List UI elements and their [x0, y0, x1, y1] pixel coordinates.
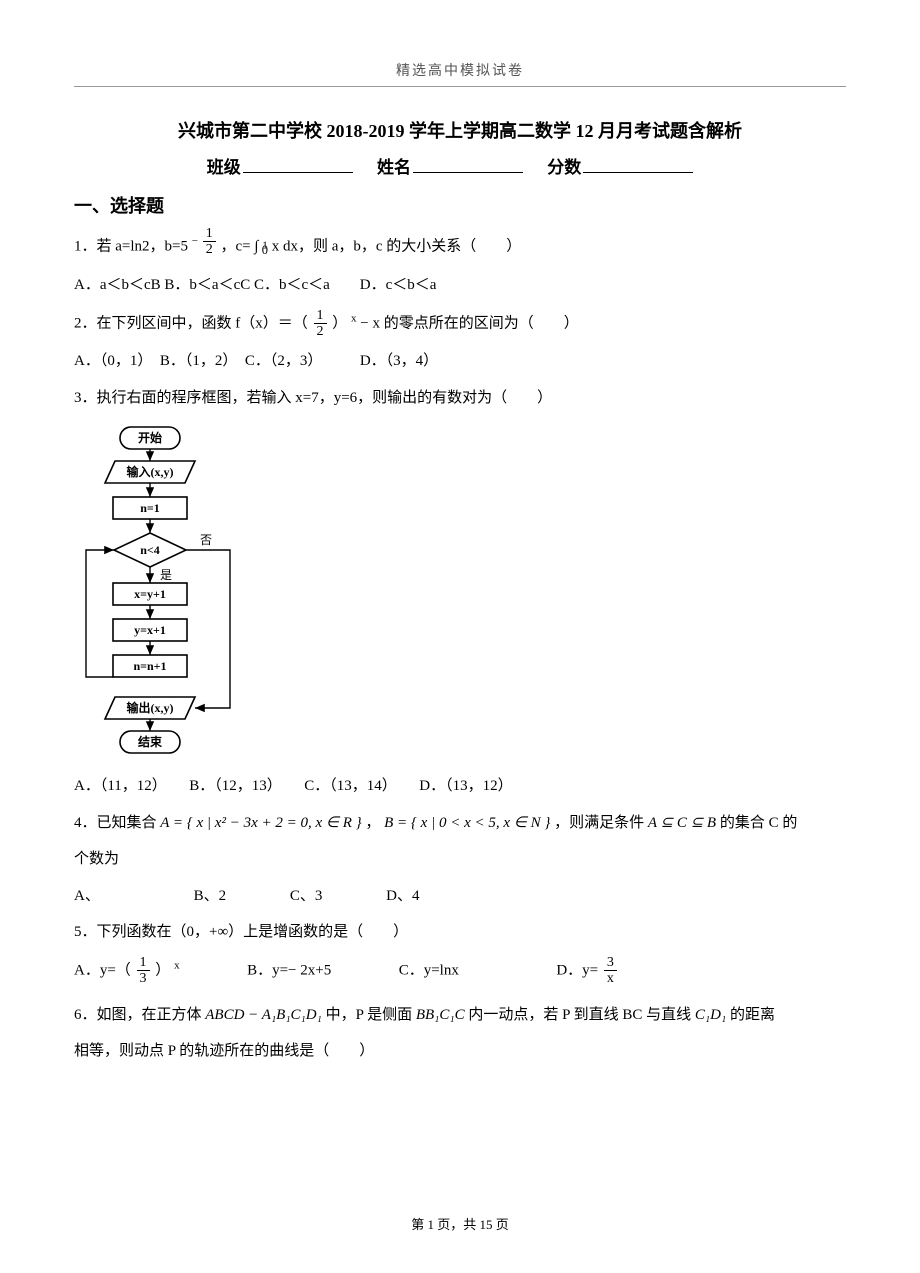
q2-stem-c: − x 的零点所在的区间为（ ） — [360, 315, 578, 331]
question-3: 3．执行右面的程序框图，若输入 x=7，y=6，则输出的有数对为（ ） — [74, 384, 846, 413]
q5-optD-frac: 3 x — [604, 955, 617, 987]
q5-optA-den: 3 — [137, 971, 150, 986]
q6-cube: ABCD − A₁B₁C₁D₁ — [205, 1007, 322, 1023]
flowchart: 开始输入(x,y) n=1 n<4 x=y+1 y=x+1 n=n+1 输出(x,y) 结束 否… — [74, 422, 846, 762]
q5-optA-frac: 1 3 — [137, 955, 150, 987]
q5-optD-num: 3 — [604, 955, 617, 971]
question-1: 1．若 a=ln2，b=5 − 1 2 ，c= ∫ 1 0 x dx，则 a，b，… — [74, 226, 846, 263]
q6-line2: 相等，则动点 P 的轨迹所在的曲线是（ ） — [74, 1037, 846, 1066]
svg-text:输出(x,y): 输出(x,y) — [127, 700, 174, 715]
form-line: 班级 姓名 分数 — [74, 153, 846, 178]
q2-frac-den: 2 — [314, 324, 327, 339]
question-2: 2．在下列区间中，函数 f（x）＝（ 1 2 ） x − x 的零点所在的区间为… — [74, 308, 846, 340]
svg-text:y=x+1: y=x+1 — [134, 623, 166, 637]
q5-options: A．y=（ 1 3 ） x B．y=− 2x+5 C．y=lnx D．y= 3 … — [74, 955, 846, 987]
svg-text:n=1: n=1 — [140, 501, 160, 515]
page-footer: 第 1 页，共 15 页 — [0, 1214, 920, 1233]
q6-stem-a: 6．如图，在正方体 — [74, 1007, 205, 1023]
score-blank — [583, 157, 693, 173]
svg-text:x=y+1: x=y+1 — [134, 587, 166, 601]
svg-text:输入(x,y): 输入(x,y) — [127, 464, 174, 479]
q2-frac: 1 2 — [314, 308, 327, 340]
q1-int-low: 0 — [262, 243, 268, 257]
q4-optC: C、3 — [290, 888, 323, 904]
section-1-title: 一、选择题 — [74, 192, 846, 218]
q4-stem-c: ，则满足条件 — [554, 815, 648, 831]
q1-options: A．a＜b＜cB B．b＜a＜cC C．b＜c＜a D．c＜b＜a — [74, 271, 846, 300]
q1-stem-a: 1．若 a=ln2，b=5 — [74, 238, 188, 254]
q6-stem-d: 的距离 — [730, 1007, 775, 1023]
q3-options: A．（11，12） B．（12，13） C．（13，14） D．（13，12） — [74, 772, 846, 801]
q6-stem-b: 中，P 是侧面 — [326, 1007, 416, 1023]
svg-text:结束: 结束 — [138, 734, 163, 749]
class-blank — [243, 157, 353, 173]
q5-optA-exp: x — [174, 959, 180, 971]
q4-optD: D、4 — [386, 888, 419, 904]
svg-text:是: 是 — [160, 568, 172, 582]
q4-stem-a: 4．已知集合 — [74, 815, 160, 831]
q1-exp-num: 1 — [203, 226, 216, 242]
svg-text:开始: 开始 — [138, 430, 162, 445]
q1-stem-c: x dx，则 a，b，c 的大小关系（ ） — [272, 238, 522, 254]
question-6: 6．如图，在正方体 ABCD − A₁B₁C₁D₁ 中，P 是侧面 BB₁C₁C… — [74, 1001, 846, 1030]
q4-stem-b: ， — [365, 815, 380, 831]
q5-optA-b: ） — [155, 962, 170, 978]
q2-exp: x — [351, 312, 357, 324]
q4-cond: A ⊆ C ⊆ B — [648, 815, 716, 831]
q2-stem-a: 2．在下列区间中，函数 f（x）＝（ — [74, 315, 308, 331]
q2-frac-num: 1 — [314, 308, 327, 324]
question-4: 4．已知集合 A = { x | x² − 3x + 2 = 0, x ∈ R … — [74, 809, 846, 838]
name-blank — [413, 157, 523, 173]
q4-optA: A、 — [74, 888, 100, 904]
q2-options: A．（0，1） B．（1，2） C．（2，3） D．（3，4） — [74, 347, 846, 376]
q1-exp-frac: 1 2 — [203, 226, 216, 258]
q5-optD-den: x — [604, 971, 617, 986]
q4-options: A、 B、2 C、3 D、4 — [74, 882, 846, 911]
question-5: 5．下列函数在（0，+∞）上是增函数的是（ ） — [74, 918, 846, 947]
q4-stem-d: 的集合 C 的 — [720, 815, 798, 831]
name-label: 姓名 — [377, 158, 411, 177]
q5-optA-a: A．y=（ — [74, 962, 131, 978]
q4-setB: B = { x | 0 < x < 5, x ∈ N } — [384, 815, 550, 831]
svg-text:n=n+1: n=n+1 — [133, 659, 166, 673]
q1-neg: − — [192, 235, 198, 247]
q1-stem-b: ，c= ∫ — [220, 238, 258, 254]
class-label: 班级 — [207, 158, 241, 177]
q5-optD-a: D．y= — [556, 962, 598, 978]
q4-line2: 个数为 — [74, 845, 846, 874]
q4-optB: B、2 — [194, 888, 227, 904]
page-header: 精选高中模拟试卷 — [74, 60, 846, 87]
q4-setA: A = { x | x² − 3x + 2 = 0, x ∈ R } — [160, 815, 361, 831]
exam-title: 兴城市第二中学校 2018-2019 学年上学期高二数学 12 月月考试题含解析 — [74, 117, 846, 143]
flowchart-svg: 开始输入(x,y) n=1 n<4 x=y+1 y=x+1 n=n+1 输出(x,y) 结束 否… — [80, 422, 255, 762]
q5-optA-num: 1 — [137, 955, 150, 971]
q1-exp-den: 2 — [203, 242, 216, 257]
q6-stem-c: 内一动点，若 P 到直线 BC 与直线 — [468, 1007, 695, 1023]
q6-line: C₁D₁ — [695, 1007, 726, 1023]
q5-optB: B．y=− 2x+5 — [247, 962, 331, 978]
svg-text:n<4: n<4 — [140, 543, 160, 557]
score-label: 分数 — [547, 158, 581, 177]
q5-optC: C．y=lnx — [399, 962, 459, 978]
q2-stem-b: ） — [332, 315, 347, 331]
q6-face: BB₁C₁C — [416, 1007, 465, 1023]
svg-text:否: 否 — [200, 533, 212, 547]
